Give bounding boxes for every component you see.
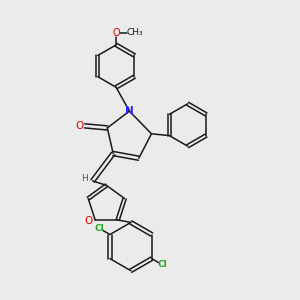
Text: O: O bbox=[75, 121, 83, 131]
Text: CH₃: CH₃ bbox=[127, 28, 144, 37]
Text: O: O bbox=[85, 216, 93, 226]
Text: O: O bbox=[112, 28, 120, 38]
Text: Cl: Cl bbox=[158, 260, 167, 269]
Text: N: N bbox=[125, 106, 134, 116]
Text: H: H bbox=[81, 174, 88, 183]
Text: Cl: Cl bbox=[94, 224, 104, 233]
